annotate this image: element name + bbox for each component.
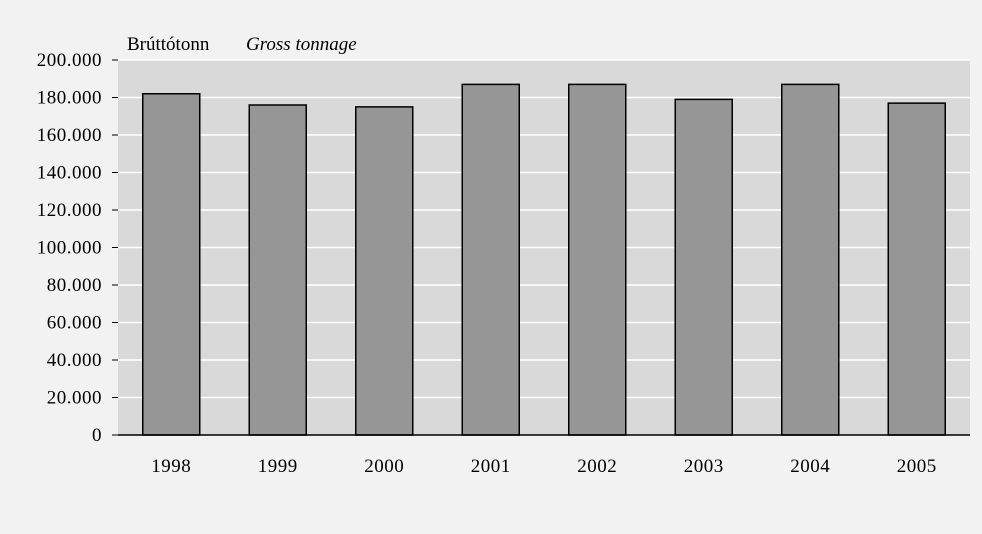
x-tick-label: 2003: [684, 456, 724, 477]
chart-title-english: Gross tonnage: [246, 34, 357, 55]
chart-title: Brúttótonn: [127, 34, 210, 55]
x-tick-label: 2004: [790, 456, 830, 477]
bar-2001: [461, 83, 520, 436]
y-tick-label: 140.000: [37, 163, 102, 184]
y-tick-label: 0: [92, 425, 102, 446]
bar-2003: [674, 98, 733, 436]
y-tick-label: 120.000: [37, 200, 102, 221]
y-tick-label: 60.000: [47, 313, 102, 334]
y-axis: 0 20.000 40.000 60.000 80.000 100.000 120.000 1…: [37, 50, 118, 446]
y-tick-label: 200.000: [37, 50, 102, 71]
bar-1999: [248, 104, 307, 436]
y-tick-label: 40.000: [47, 350, 102, 371]
x-tick-label: 2002: [577, 456, 617, 477]
x-tick-label: 2000: [364, 456, 404, 477]
y-tick-label: 20.000: [47, 388, 102, 409]
x-tick-label: 2001: [471, 456, 511, 477]
x-tick-label: 2005: [897, 456, 937, 477]
bar-2002: [568, 83, 627, 436]
bar-2004: [781, 83, 840, 436]
y-tick-label: 100.000: [37, 238, 102, 259]
y-tick-label: 180.000: [37, 88, 102, 109]
y-tick-label: 80.000: [47, 275, 102, 296]
bar-1998: [142, 93, 201, 436]
x-tick-label: 1999: [258, 456, 298, 477]
bar-2005: [887, 102, 946, 436]
x-tick-label: 1998: [151, 456, 191, 477]
bar-2000: [355, 106, 414, 436]
y-tick-label: 160.000: [37, 125, 102, 146]
bars: [142, 83, 946, 436]
x-axis: 1998 1999 2000 2001 2002 2003 2004 2005: [151, 456, 937, 477]
